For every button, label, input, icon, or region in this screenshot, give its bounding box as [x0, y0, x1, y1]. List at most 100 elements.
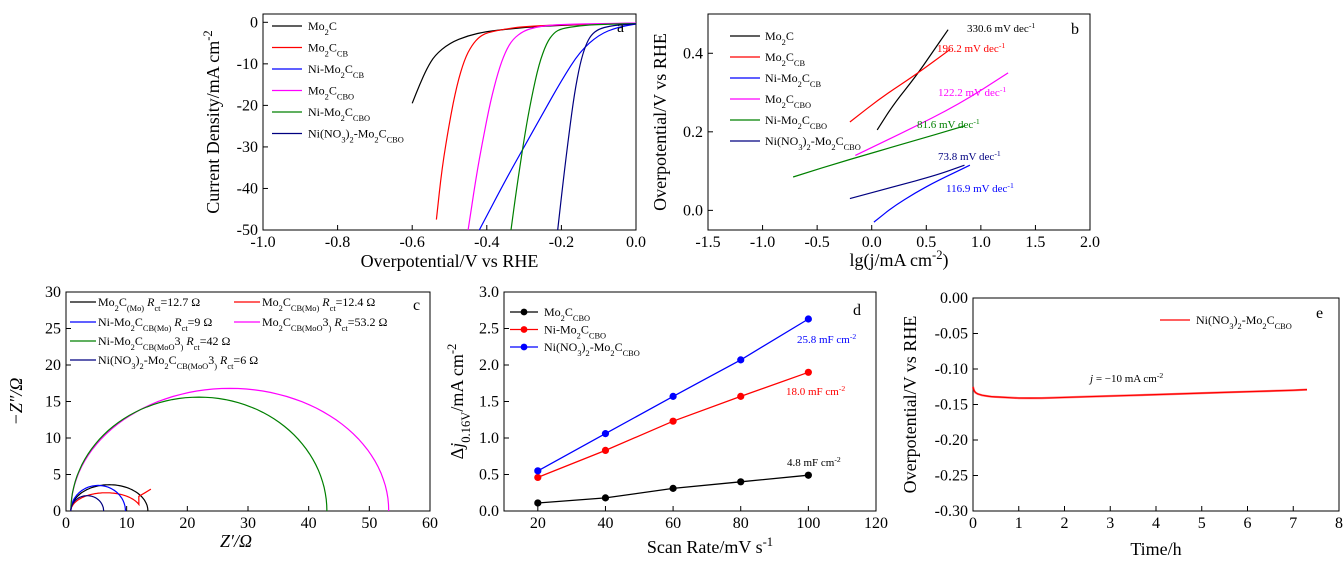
legend-entry: Mo2CCBO: [308, 84, 354, 102]
y-tick-label: 0.2: [683, 124, 703, 141]
x-axis-title: lg(j/mA cm-2): [850, 248, 949, 271]
data-point: [534, 473, 542, 482]
chart-c: 0 10 20 30 40 50 60 0 5 10 15 20 25 30 Mo2C(Mo) Rct=12…: [6, 284, 438, 551]
series-line-0: [70, 484, 149, 512]
y-tick-label: -0.20: [935, 432, 968, 449]
legend-entry: Mo2CCB(MoO3) Rct=53.2 Ω: [262, 315, 387, 333]
chart-e: 0 1 2 3 4 5 6 7 8 0.00 -0.05 -0.10 -0.15 -0.20 -0.25 -0…: [900, 290, 1343, 559]
series-line-5: [70, 495, 105, 511]
legend-entry: Mo2CCBO: [544, 305, 590, 323]
x-tick-label: 0: [969, 515, 977, 532]
x-tick-label: 1.5: [1025, 234, 1045, 251]
series-line-shadow: [971, 386, 1308, 400]
y-tick-label: 0.0: [683, 202, 703, 219]
slope-annotation: 122.2 mV dec-1: [938, 85, 1006, 100]
panel-label: e: [1316, 305, 1323, 322]
y-tick-label: 2.0: [479, 357, 499, 374]
data-point: [601, 494, 610, 502]
x-tick-label: -1.0: [750, 234, 775, 251]
y-tick-label: 1.5: [479, 394, 499, 411]
chart-a: -1.0 -0.8 -0.6 -0.4 -0.2 0.0 0 -10 -20 -30 -40 -50 M…: [201, 13, 646, 271]
y-tick-label: -20: [237, 97, 258, 114]
x-tick-label: 0.5: [916, 234, 936, 251]
legend-marker: [520, 343, 528, 351]
chart-a-frame: [262, 13, 637, 231]
x-tick-label: 2: [1061, 515, 1069, 532]
legend-entry: Ni(NO3)2-Mo2CCBO: [765, 134, 861, 152]
series-line-1: [849, 48, 951, 123]
y-tick-label: 0: [250, 14, 258, 31]
series-line-5: [849, 164, 965, 200]
y-tick-label: 0: [53, 503, 61, 520]
x-tick-label: 120: [864, 515, 888, 532]
y-tick-label: 5: [53, 467, 61, 484]
series-line-3: [467, 22, 637, 231]
x-tick-label: 20: [179, 515, 195, 532]
y-tick-label: 0.00: [940, 290, 968, 307]
series-line-1: [70, 488, 152, 511]
x-axis-title: Scan Rate/mV s-1: [647, 535, 773, 557]
y-tick-label: 0.0: [479, 503, 499, 520]
series-line-3: [70, 387, 390, 512]
y-tick-label: -0.15: [935, 397, 968, 414]
series-line-4: [510, 23, 637, 231]
panel-label: a: [617, 19, 624, 36]
data-point: [737, 392, 745, 400]
series-line-4: [70, 396, 328, 512]
y-tick-label: 0.5: [479, 467, 499, 484]
legend-marker: [520, 308, 528, 316]
series-line-4: [792, 125, 965, 178]
slope-annotation: 81.6 mV dec-1: [917, 117, 980, 132]
series-line-3: [855, 72, 1009, 156]
chart-b: -1.5 -1.0 -0.5 0.0 0.5 1.0 1.5 2.0 0.0 0.2 0.4 Mo2C…: [650, 13, 1100, 271]
slope-annotation: 330.6 mV dec-1: [967, 21, 1035, 36]
y-tick-label: 0.4: [683, 45, 703, 62]
x-tick-label: 0: [62, 515, 70, 532]
legend-entry: Mo2CCB: [308, 41, 348, 59]
chart-d: 20 40 60 80 100 120 0.0 0.5 1.0 1.5 2.0 2.5 3.0 Mo2CC…: [445, 284, 888, 557]
y-tick-label: -40: [237, 180, 258, 197]
y-tick-label: -0.30: [935, 503, 968, 520]
y-tick-label: -0.05: [935, 326, 968, 343]
y-tick-label: 30: [45, 284, 61, 301]
legend-entry: Mo2C(Mo) Rct=12.7 Ω: [98, 295, 200, 313]
x-tick-label: -0.6: [400, 234, 425, 251]
legend-marker: [520, 326, 528, 333]
x-tick-label: 80: [733, 515, 749, 532]
x-tick-label: 0.0: [862, 234, 882, 251]
data-point: [601, 446, 610, 455]
chart-b-frame: [707, 13, 1091, 231]
legend-entry: Mo2CCB(Mo) Rct=12.4 Ω: [262, 295, 375, 313]
legend-entry: Ni-Mo2CCBO: [544, 323, 606, 341]
y-tick-label: 1.0: [479, 430, 499, 447]
x-tick-label: 8: [1335, 515, 1343, 532]
slope-annotation: 73.8 mV dec-1: [938, 149, 1001, 164]
x-tick-label: 60: [422, 515, 438, 532]
legend-entry: Mo2C: [308, 19, 337, 37]
data-point: [669, 392, 677, 400]
x-tick-label: 5: [1198, 515, 1206, 532]
series-line-5: [557, 23, 637, 231]
x-tick-label: 1.0: [971, 234, 991, 251]
legend-entry: Mo2CCB: [765, 50, 805, 68]
data-point: [804, 471, 812, 479]
y-axis-title: −Z″/Ω: [6, 378, 26, 426]
legend-entry: Ni-Mo2CCB(Mo) Rct=9 Ω: [98, 315, 212, 333]
slope-annotation: 4.8 mF cm-2: [787, 455, 841, 470]
x-tick-label: -1.5: [695, 234, 720, 251]
y-axis-title: Overpotential/V vs RHE: [650, 33, 670, 211]
series-line-0: [411, 22, 637, 104]
x-tick-label: 3: [1106, 515, 1114, 532]
y-tick-label: 20: [45, 357, 61, 374]
y-tick-label: 2.5: [479, 321, 499, 338]
x-tick-label: 6: [1244, 515, 1252, 532]
data-point: [737, 478, 745, 486]
x-tick-label: -0.4: [474, 234, 499, 251]
x-axis-title: Time/h: [1130, 539, 1181, 559]
data-point: [669, 417, 677, 425]
x-tick-label: 10: [119, 515, 135, 532]
data-point: [804, 368, 812, 376]
x-tick-label: 50: [361, 515, 377, 532]
legend-entry: Ni-Mo2CCBO: [308, 105, 370, 123]
